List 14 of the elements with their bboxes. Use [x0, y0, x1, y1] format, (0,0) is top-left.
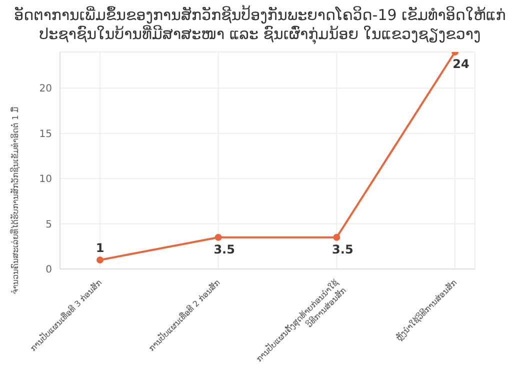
- y-axis-title: ຈຳນວນຄົນສະເລ່ຍທີ່ໄດ້ຮັບການສັກວັກຊີນເຂັມທຳອິດຕໍ່ 1 ມື້: [10, 106, 20, 294]
- data-label: 24: [452, 57, 470, 71]
- chart-title: ອັດຕາການເພີ່ມຂຶ້ນຂອງການສັກວັກຊີນປ້ອງກັນພະຍາດໂຄວິດ-19 ເຂັມທຳອິດໃຫ້ແກ່ ປະຊາຊົນໃນບ້ານທີ່ມີສາສະໜາ ແລະ ຊົນເຜົ່າກຸ່ມນ້ອຍ ໃນແຂວງຊຽງຂວາງ: [13, 4, 507, 44]
- data-label: 3.5: [332, 242, 354, 256]
- point: [96, 256, 104, 264]
- y-tick-label: 5: [46, 219, 52, 230]
- data-label: 3.5: [214, 242, 235, 256]
- data-label: 1: [96, 240, 104, 255]
- y-tick-label: 0: [46, 264, 52, 276]
- y-tick-label: 20: [39, 84, 52, 95]
- point: [214, 234, 222, 241]
- y-tick-label: 15: [39, 128, 52, 140]
- y-tick-label: 10: [39, 174, 52, 186]
- point: [333, 234, 340, 241]
